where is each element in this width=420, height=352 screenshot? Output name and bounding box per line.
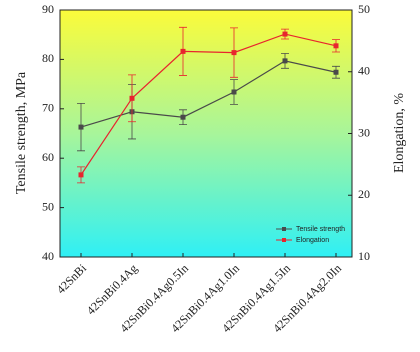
y-tick-label: 90	[42, 2, 54, 16]
marker	[333, 69, 339, 75]
marker	[180, 48, 186, 54]
y-tick-label: 60	[42, 150, 54, 164]
marker	[282, 31, 288, 37]
legend-label: Tensile strength	[296, 226, 345, 233]
marker	[231, 50, 237, 56]
y-axis-title: Tensile strength, MPa	[14, 71, 29, 194]
y-tick-label: 80	[42, 51, 54, 65]
series-line	[80, 33, 337, 176]
marker	[333, 43, 339, 49]
marker	[231, 89, 237, 95]
y-tick-label: 50	[42, 199, 54, 213]
marker	[129, 95, 135, 101]
marker	[282, 58, 288, 64]
legend-marker	[282, 227, 286, 231]
marker	[180, 114, 186, 120]
y-tick-label: 70	[42, 101, 54, 115]
y2-tick-label: 10	[358, 249, 370, 263]
legend-label: Elongation	[296, 237, 329, 244]
y-tick-label: 40	[42, 249, 54, 263]
x-tick-label: 42SnBi	[54, 261, 90, 297]
y2-tick-label: 20	[358, 187, 370, 201]
marker	[78, 124, 84, 130]
series-line	[80, 60, 337, 128]
y2-tick-label: 50	[358, 2, 370, 16]
x-tick-label: 42SnBi0.4Ag	[84, 261, 140, 317]
y2-tick-label: 40	[358, 64, 370, 78]
marker	[78, 172, 84, 178]
legend-marker	[282, 238, 286, 242]
y2-axis-title: Elongation, %	[392, 93, 407, 173]
y2-tick-label: 30	[358, 125, 370, 139]
plot-area	[59, 9, 353, 258]
